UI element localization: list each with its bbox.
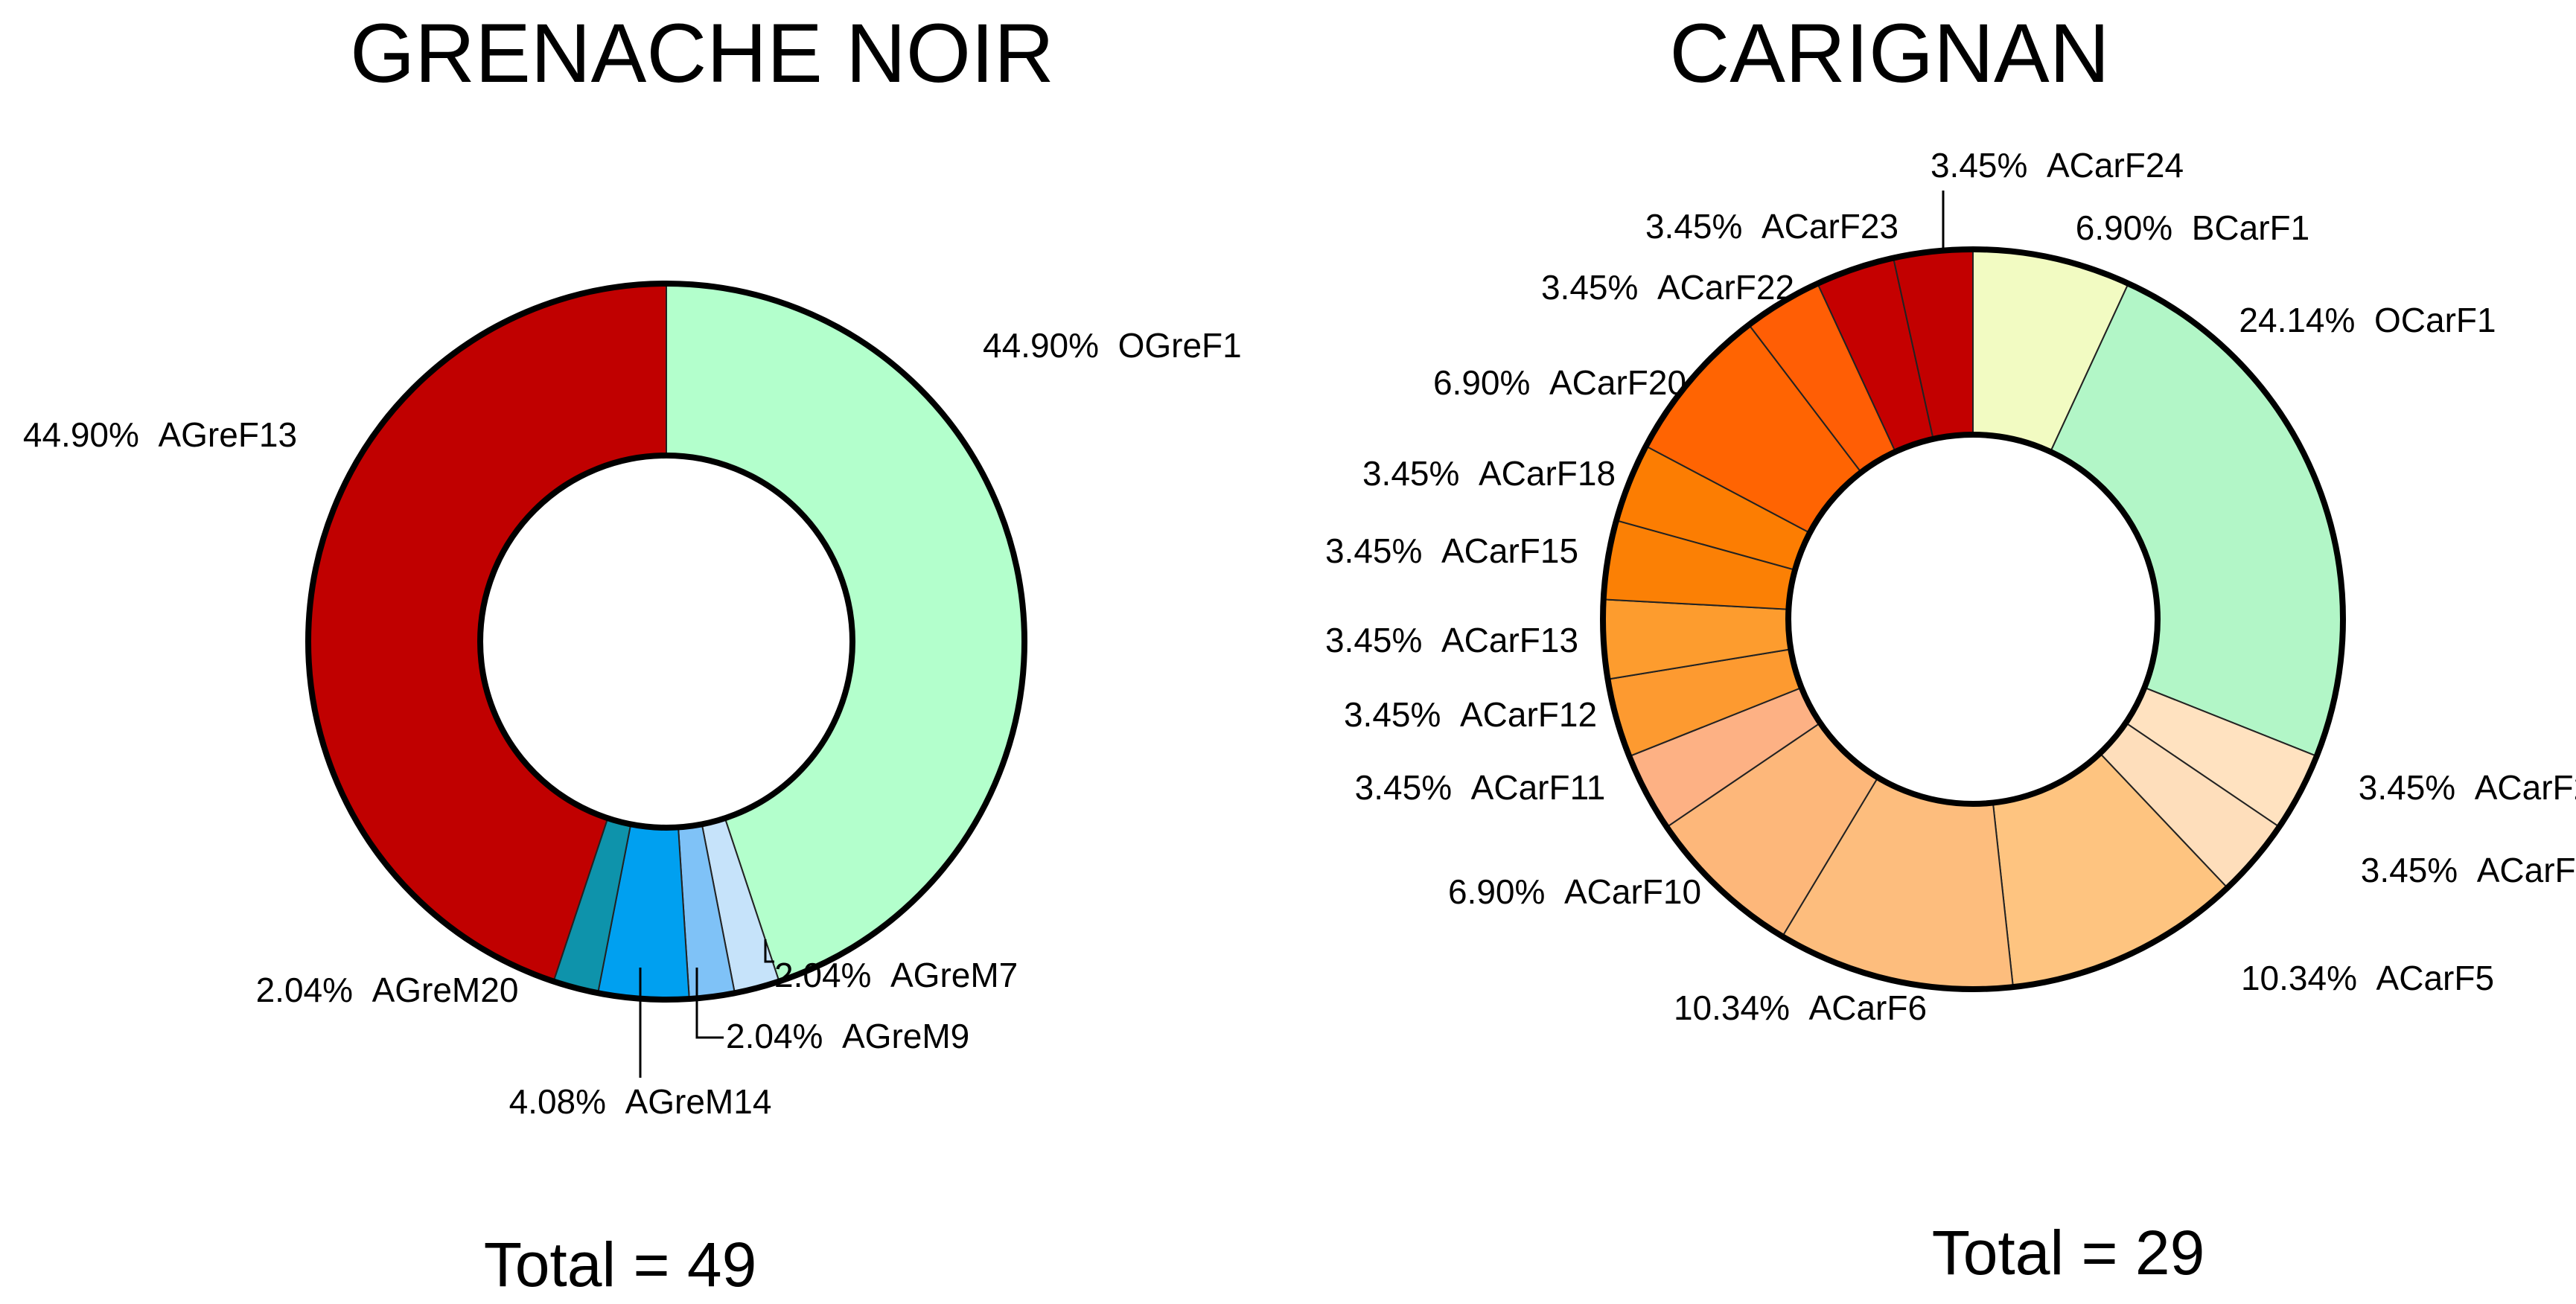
slice-label: 2.04% AGreM9: [726, 1017, 969, 1055]
total-count: Total = 29: [1932, 1218, 2205, 1288]
slice-label: 6.90% ACarF10: [1448, 872, 1701, 911]
slice-label: 3.45% ACarF24: [1931, 146, 2184, 185]
leader-line: [695, 968, 724, 1039]
slice-label: 10.34% ACarF6: [1674, 988, 1927, 1027]
slice-label: 24.14% OCarF1: [2239, 301, 2496, 339]
chart-title: GRENACHE NOIR: [350, 7, 1054, 100]
slice-label: 2.04% AGreM7: [774, 956, 1018, 994]
donut-inner-ring: [477, 453, 855, 831]
slice-label: 6.90% BCarF1: [2076, 208, 2309, 247]
slice-label: 3.45% ACarF15: [1325, 531, 1578, 570]
slice-label: 3.45% ACarF2: [2359, 768, 2576, 807]
grenache-noir-chart: GRENACHE NOIR Total = 49 44.90% OGreF1 2.…: [23, 7, 1242, 1300]
slice-label: 44.90% OGreF1: [983, 326, 1242, 365]
slice-label: 6.90% ACarF20: [1433, 363, 1686, 402]
slice-label: 3.45% ACarF22: [1541, 268, 1794, 307]
slice-label: 44.90% AGreF13: [23, 415, 297, 454]
slice-label: 3.45% ACarF4: [2361, 851, 2576, 889]
chart-title: CARIGNAN: [1669, 7, 2109, 100]
leader-line: [764, 939, 774, 963]
slice-label: 4.08% AGreM14: [509, 1082, 772, 1121]
slice-label: 3.45% ACarF12: [1344, 695, 1597, 734]
slice-label: 3.45% ACarF11: [1355, 768, 1606, 807]
carignan-chart: CARIGNAN Total = 29 6.90% BCarF1 24.14% O…: [1325, 7, 2576, 1288]
donut-outer-ring: [305, 281, 1027, 1003]
slice-label: 10.34% ACarF5: [2241, 959, 2494, 997]
slice-label: 3.45% ACarF13: [1325, 621, 1578, 659]
donut-inner-ring: [1785, 432, 2161, 807]
donut-outer-ring: [1600, 246, 2346, 992]
slice-label: 3.45% ACarF18: [1362, 454, 1616, 493]
total-count: Total = 49: [484, 1230, 757, 1300]
slice-label: 2.04% AGreM20: [256, 971, 519, 1009]
slice-label: 3.45% ACarF23: [1645, 207, 1898, 246]
